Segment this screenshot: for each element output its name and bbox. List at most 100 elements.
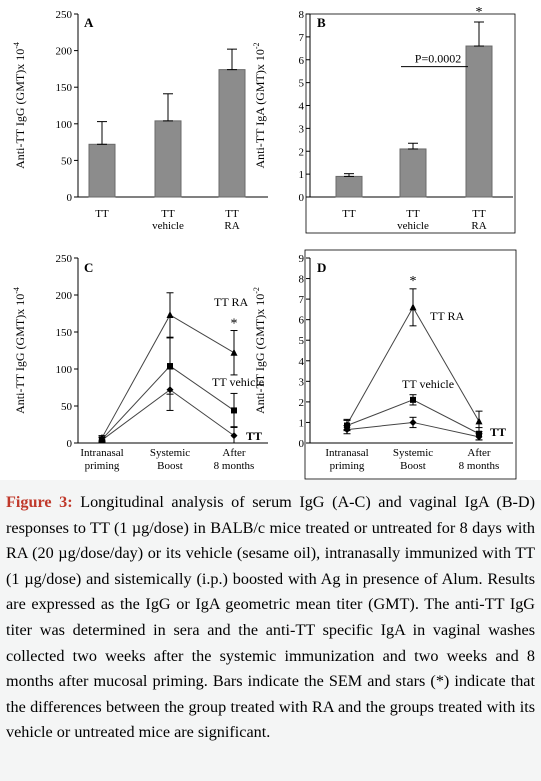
panel-A-ytick-label-50: 50 (61, 155, 73, 167)
panel-D-ytick-label-9: 9 (299, 253, 305, 265)
panel-A-errorbar-1 (163, 93, 173, 122)
panel-C-xlabel-0-line-0: Intranasal (80, 447, 123, 459)
panel-C-series-1-point-2 (231, 407, 237, 414)
panel-C-ytick-label-0: 0 (67, 438, 73, 450)
panel-A-xlabel-1-line-0: TT (161, 208, 175, 220)
panel-D-series-1-point-1 (410, 396, 416, 403)
panel-B-ytick-label-8: 8 (299, 9, 305, 21)
panel-D-series-2-point-1 (409, 418, 417, 426)
panel-B-errorbar-2 (474, 21, 484, 47)
panel-A-ylabel: Anti-TT IgG (GMT)x 10-4 (12, 42, 27, 169)
panel-A-ytick-label-100: 100 (56, 119, 73, 131)
panel-B-star: * (476, 5, 483, 20)
panel-A-ylabel-text: Anti-TT IgG (GMT)x 10-4 (12, 42, 27, 169)
panel-B-pvalue-label: P=0.0002 (415, 52, 461, 66)
panel-B-xlabel-2-line-0: TT (472, 208, 486, 220)
panel-A-letter: A (84, 15, 94, 30)
panel-B-ylabel-text: Anti-TT IgA (GMT)x 10-2 (252, 42, 267, 168)
panel-A-xlabel-2-line-0: TT (225, 208, 239, 220)
panel-D-series-0-label: TT RA (430, 309, 464, 323)
panel-D-ytick-label-0: 0 (299, 438, 305, 450)
panel-D-ytick-label-4: 4 (299, 356, 305, 368)
panel-C-series-0-point-2 (230, 348, 238, 356)
panel-B-ytick-label-3: 3 (299, 123, 305, 135)
panel-C-series-2-point-1 (166, 386, 174, 394)
panel-A-ytick-label-250: 250 (56, 9, 73, 21)
panel-D-ytick-label-5: 5 (299, 335, 305, 347)
panel-B-xlabel-1-line-0: TT (406, 208, 420, 220)
panel-D-series-2-point-0 (343, 426, 351, 434)
panel-A-errorbar-2 (227, 48, 237, 71)
panel-A-ytick-label-150: 150 (56, 82, 73, 94)
panel-C-series-1-point-1 (167, 363, 173, 370)
panel-C-xlabel-1-line-1: Boost (157, 460, 183, 472)
panel-C-star: * (231, 317, 238, 332)
panel-C-xlabel-1-line-0: Systemic (150, 447, 190, 459)
panel-D-ytick-label-2: 2 (299, 397, 305, 409)
panel-C-series-0-point-1 (166, 310, 174, 318)
panel-D-ytick-label-1: 1 (299, 417, 305, 429)
panel-B-xlabel-2-line-1: RA (471, 220, 486, 232)
panel-D-xlabel-0-line-0: Intranasal (325, 447, 368, 459)
panel-D-series-0-point-2 (475, 417, 483, 425)
caption-paragraph: Figure 3: Longitudinal analysis of serum… (6, 490, 535, 746)
panel-D-star: * (410, 274, 417, 289)
panel-C-series-2-point-0 (98, 436, 106, 444)
panel-D-series-0-point-1 (409, 303, 417, 311)
panel-C-letter: C (84, 260, 93, 275)
panel-D-ytick-label-8: 8 (299, 274, 305, 286)
panel-A-xlabel-0-line-0: TT (95, 208, 109, 220)
panel-D-xlabel-1-line-1: Boost (400, 460, 426, 472)
panel-B-ytick-label-0: 0 (299, 192, 305, 204)
panel-C-ytick-label-50: 50 (61, 401, 73, 413)
panel-C-xlabel-2-line-0: After (222, 447, 246, 459)
panel-D-ytick-label-3: 3 (299, 376, 305, 388)
panel-D-ylabel: Anti-TT IgG (GMT)x 10-2 (252, 287, 267, 414)
panel-D-series-2-label: TT (490, 425, 506, 439)
panel-D-xlabel-2-line-1: 8 months (459, 460, 500, 472)
panel-D-ylabel-text: Anti-TT IgG (GMT)x 10-2 (252, 287, 267, 414)
panel-B-letter: B (317, 15, 326, 30)
panel-C-xlabel-2-line-1: 8 months (214, 460, 255, 472)
figure-panels: 0 50 100 150 200 250 Anti-TT IgG (GMT)x 10-4 A T… (12, 5, 517, 480)
panel-A-bar-1 (154, 120, 182, 198)
panel-D-xlabel-1-line-0: Systemic (393, 447, 433, 459)
panel-B-bar-0 (335, 175, 363, 198)
panel-C-series-0-label: TT RA (214, 295, 248, 309)
panel-D-ytick-label-6: 6 (299, 315, 305, 327)
panel-C-series-2-point-2 (230, 432, 238, 440)
panel-C-series-1-label: TT vehicle (212, 375, 264, 389)
panel-D-frame (304, 249, 517, 480)
panel-D-xlabel-2-line-0: After (467, 447, 491, 459)
panel-B-bar-2 (465, 45, 493, 198)
panel-A-bar-2 (218, 69, 246, 198)
panel-B-frame (305, 13, 516, 234)
panel-A-ytick-label-0: 0 (67, 192, 73, 204)
panel-C-xlabel-0-line-1: priming (85, 460, 120, 472)
panel-B-xlabel-1-line-1: vehicle (397, 220, 429, 232)
panel-B-ylabel: Anti-TT IgA (GMT)x 10-2 (252, 42, 267, 168)
panel-A-bar-0 (88, 143, 116, 198)
panel-C-ylabel: Anti-TT IgG (GMT)x 10-4 (12, 287, 27, 414)
panel-B-ytick-label-6: 6 (299, 55, 305, 67)
panel-B-ytick-label-5: 5 (299, 78, 305, 90)
panel-A-xlabel-1-line-1: vehicle (152, 220, 184, 232)
panel-C-ylabel-text: Anti-TT IgG (GMT)x 10-4 (12, 287, 27, 414)
caption-label: Figure 3: (6, 493, 73, 511)
panel-B-ytick-label-1: 1 (299, 169, 305, 181)
panel-B-errorbar-1 (408, 142, 418, 150)
panel-D-letter: D (317, 260, 326, 275)
panel-B-ytick-label-4: 4 (299, 101, 305, 113)
panel-D-xlabel-0-line-1: priming (330, 460, 365, 472)
panel-A-xlabel-2-line-1: RA (224, 220, 239, 232)
panel-C-ytick-label-100: 100 (56, 364, 73, 376)
panel-C-ytick-label-250: 250 (56, 253, 73, 265)
panel-D-series-1-label: TT vehicle (402, 377, 454, 391)
panel-D-ytick-label-7: 7 (299, 294, 305, 306)
panel-B-ytick-label-7: 7 (299, 32, 305, 44)
panel-C-ytick-label-150: 150 (56, 327, 73, 339)
panel-C-series-2-label: TT (246, 429, 262, 443)
figure-caption: Figure 3: Longitudinal analysis of serum… (0, 480, 541, 781)
panel-B-errorbar-0 (344, 173, 354, 177)
